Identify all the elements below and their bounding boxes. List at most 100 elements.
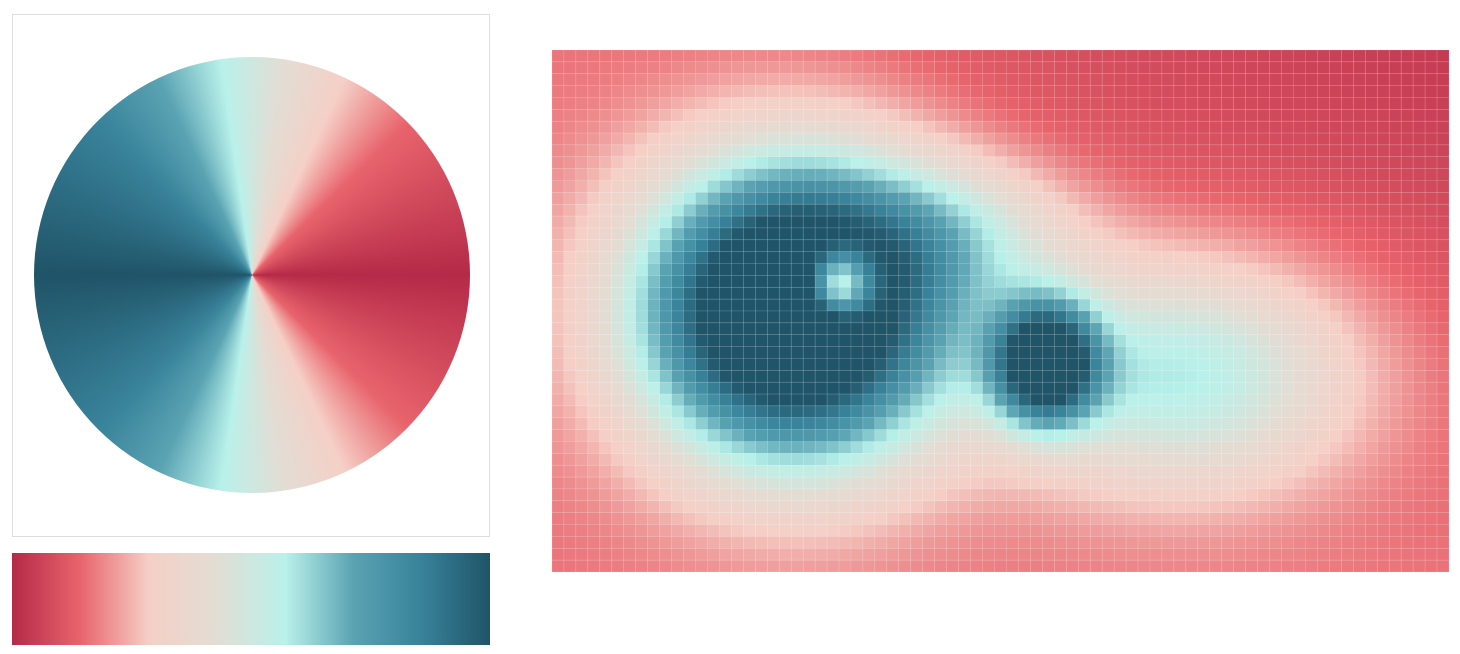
heat-cell	[922, 429, 936, 442]
heat-cell	[970, 441, 983, 454]
heat-cell	[922, 381, 936, 395]
heat-cell	[1149, 393, 1163, 407]
heat-cell	[623, 476, 637, 490]
heat-cell	[707, 132, 720, 146]
heat-cell	[1436, 61, 1449, 75]
heat-cell	[790, 464, 804, 478]
heat-cell	[958, 500, 971, 513]
heat-cell	[1137, 286, 1151, 300]
heat-cell	[599, 180, 613, 193]
heat-cell	[1388, 464, 1402, 478]
heat-cell	[1281, 215, 1294, 229]
heat-cell	[599, 393, 613, 407]
heat-cell	[1269, 156, 1282, 169]
heat-cell	[1221, 370, 1235, 383]
heat-cell	[934, 227, 947, 241]
heat-cell	[1400, 215, 1414, 229]
heat-cell	[1137, 524, 1151, 537]
heat-cell	[1388, 381, 1402, 395]
heat-cell	[1030, 61, 1043, 75]
heat-cell	[1269, 476, 1282, 490]
heat-cell	[1305, 120, 1318, 134]
heat-cell	[1341, 488, 1354, 502]
heat-cell	[743, 132, 756, 146]
heat-cell	[1436, 144, 1449, 158]
heat-cell	[1030, 227, 1043, 241]
heat-cell	[1376, 441, 1390, 454]
heat-cell	[1006, 322, 1019, 336]
heat-cell	[1149, 239, 1163, 252]
heat-cell	[1030, 393, 1043, 407]
heat-cell	[599, 156, 613, 169]
heat-cell	[1233, 180, 1246, 193]
heat-cell	[814, 298, 828, 312]
heat-cell	[1054, 441, 1067, 454]
heat-cell	[1257, 263, 1270, 276]
heat-cell	[874, 453, 888, 466]
heat-cell	[1376, 61, 1390, 75]
heat-cell	[1293, 310, 1306, 324]
heat-cell	[922, 50, 936, 63]
heat-cell	[922, 441, 936, 454]
heat-cell	[563, 192, 577, 205]
heat-cell	[802, 536, 816, 549]
heat-cell	[802, 286, 816, 300]
heat-cell	[1054, 381, 1067, 395]
heat-cell	[731, 50, 744, 63]
heat-cell	[1305, 85, 1318, 98]
heat-cell	[1197, 524, 1211, 537]
heat-cell	[1436, 85, 1449, 98]
heat-cell	[1221, 559, 1235, 572]
heat-cell	[862, 109, 876, 122]
heat-cell	[1400, 156, 1414, 169]
heat-cell	[1137, 168, 1151, 181]
heat-cell	[1185, 488, 1199, 502]
heat-cell	[1065, 120, 1079, 134]
heat-cell	[1341, 156, 1354, 169]
heat-cell	[1376, 512, 1390, 525]
heat-cell	[886, 405, 900, 419]
heat-cell	[1125, 488, 1139, 502]
heat-cell	[826, 203, 840, 217]
heat-cell	[790, 322, 804, 336]
heat-cell	[802, 500, 816, 513]
heat-cell	[994, 97, 1007, 110]
heat-cell	[982, 275, 995, 288]
heat-cell	[922, 405, 936, 419]
heat-cell	[1317, 488, 1330, 502]
heat-cell	[647, 417, 660, 430]
heat-cell	[778, 381, 792, 395]
heat-cell	[910, 393, 924, 407]
heat-cell	[552, 310, 565, 324]
heat-cell	[946, 275, 959, 288]
heat-cell	[1376, 334, 1390, 347]
heat-cell	[575, 85, 589, 98]
heat-cell	[838, 417, 852, 430]
heat-cell	[1185, 192, 1199, 205]
heat-cell	[1388, 263, 1402, 276]
heat-cell	[826, 310, 840, 324]
heat-cell	[719, 559, 732, 572]
heat-cell	[790, 476, 804, 490]
heat-cell	[838, 310, 852, 324]
heat-cell	[1341, 251, 1354, 264]
heat-cell	[695, 192, 708, 205]
heat-cell	[766, 500, 780, 513]
heat-cell	[874, 251, 888, 264]
heat-cell	[862, 476, 876, 490]
heat-cell	[1257, 310, 1270, 324]
heat-cell	[552, 381, 565, 395]
heat-cell	[1305, 441, 1318, 454]
heat-cell	[1281, 132, 1294, 146]
heat-cell	[790, 50, 804, 63]
heat-cell	[1209, 192, 1223, 205]
heat-cell	[814, 488, 828, 502]
heat-cell	[552, 524, 565, 537]
heat-cell	[814, 536, 828, 549]
heat-cell	[1030, 429, 1043, 442]
heat-cell	[1388, 298, 1402, 312]
heat-cell	[1305, 524, 1318, 537]
heat-cell	[1042, 180, 1055, 193]
heat-cell	[1161, 381, 1175, 395]
heat-cell	[946, 393, 959, 407]
